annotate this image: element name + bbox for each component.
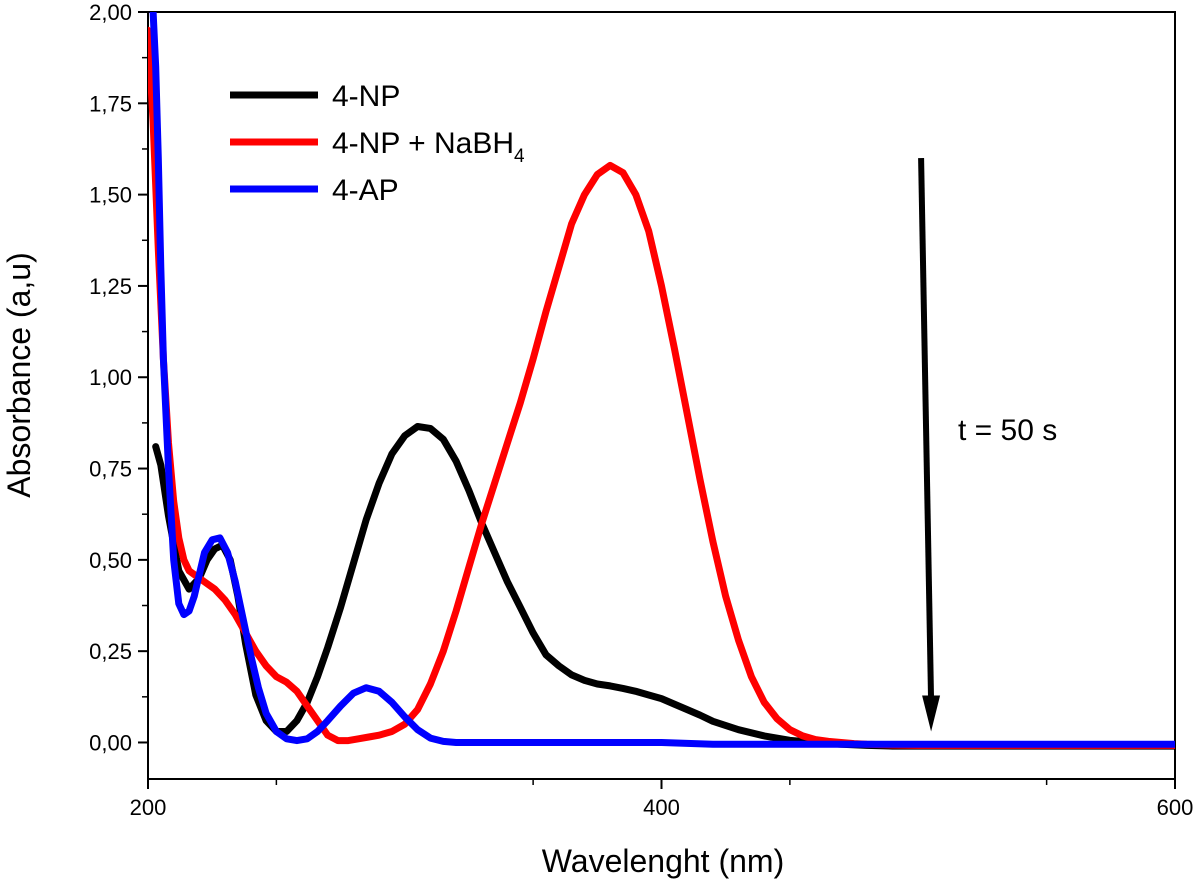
x-axis-title: Wavelenght (nm) xyxy=(542,843,784,879)
series-line-3 xyxy=(149,12,1175,748)
arrow-shaft xyxy=(918,158,935,702)
y-axis-title: Absorbance (a,u) xyxy=(1,252,37,497)
x-tick-label: 200 xyxy=(130,795,167,820)
x-tick-label: 400 xyxy=(643,795,680,820)
y-tick-label: 2,00 xyxy=(89,0,132,25)
time-annotation: t = 50 s xyxy=(958,414,1057,447)
legend-label: 4-NP xyxy=(332,80,400,113)
series-line-2 xyxy=(148,26,1175,749)
plot-frame xyxy=(147,11,1176,780)
y-tick-label: 0,75 xyxy=(89,457,132,482)
arrow-head xyxy=(922,695,941,732)
legend-label: 4-AP xyxy=(332,174,399,207)
y-tick-label: 0,50 xyxy=(89,548,132,573)
x-tick-label: 600 xyxy=(1157,795,1194,820)
y-tick-label: 1,75 xyxy=(89,91,132,116)
y-tick-label: 1,00 xyxy=(89,365,132,390)
legend-label: 4-NP + NaBH4 xyxy=(332,127,525,167)
y-tick-label: 0,00 xyxy=(89,730,132,755)
y-tick-label: 0,25 xyxy=(89,639,132,664)
series-line-1 xyxy=(152,423,1175,750)
y-tick-label: 1,25 xyxy=(89,274,132,299)
y-tick-label: 1,50 xyxy=(89,183,132,208)
